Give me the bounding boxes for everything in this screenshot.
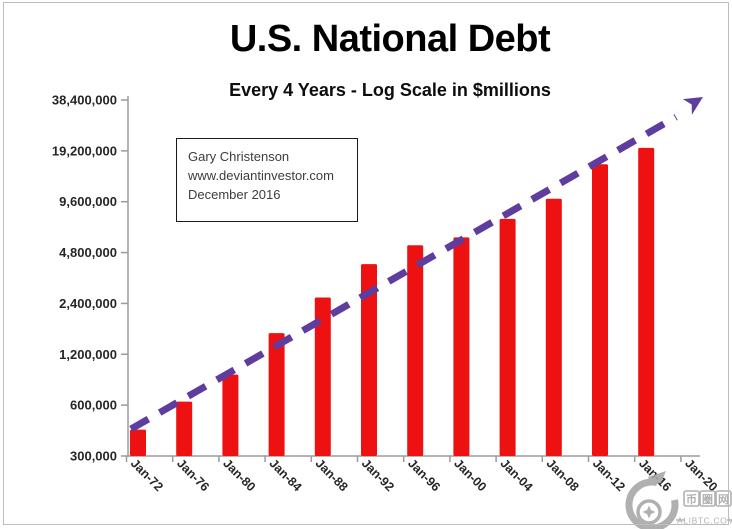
watermark-char-box <box>683 490 700 507</box>
chart-subtitle: Every 4 Years - Log Scale in $millions <box>229 80 551 100</box>
trendline-arrowhead-icon <box>682 97 703 115</box>
x-tick-label: Jan-00 <box>451 456 489 494</box>
bar <box>176 401 193 456</box>
annotation-box: Gary Christenson www.deviantinvestor.com… <box>176 138 358 222</box>
bar <box>130 429 146 456</box>
trendline <box>129 113 678 433</box>
x-tick-label: Jan-76 <box>174 456 212 494</box>
annotation-author: Gary Christenson <box>188 149 290 164</box>
y-tick-label: 19,200,000 <box>52 143 117 158</box>
bar <box>453 237 470 456</box>
watermark-char: 网 <box>718 493 729 506</box>
watermark-char-box <box>715 490 732 507</box>
bar <box>361 264 377 456</box>
watermark-site-text: ALIBTC.COM <box>677 516 732 526</box>
bar <box>499 218 516 456</box>
y-tick-label: 2,400,000 <box>59 296 117 311</box>
annotation-website: www.deviantinvestor.com <box>188 168 334 183</box>
chart-layer: 300,000 600,000 1,200,000 2,400,000 4,800,00… <box>52 93 720 495</box>
x-tick-label: Jan-84 <box>266 456 304 494</box>
bar <box>638 147 655 456</box>
x-tick-label: Jan-80 <box>220 456 258 494</box>
y-tick-label: 1,200,000 <box>59 347 117 362</box>
bar <box>222 374 239 456</box>
y-tick-label: 4,800,000 <box>59 245 117 260</box>
y-tick-label: 600,000 <box>70 398 117 413</box>
x-tick-label: Jan-08 <box>544 456 582 494</box>
bar <box>268 333 285 456</box>
x-tick-label: Jan-12 <box>590 456 628 494</box>
annotation-date: December 2016 <box>188 187 281 202</box>
watermark-swirl-flag-icon <box>648 471 666 485</box>
x-tick-label: Jan-04 <box>497 456 535 494</box>
y-tick-label: 9,600,000 <box>59 194 117 209</box>
watermark-char: 币 <box>686 493 697 506</box>
x-tick-label: Jan-72 <box>128 456 166 494</box>
watermark-char: 圈 <box>702 493 713 506</box>
bar <box>407 245 424 456</box>
watermark: 币 圈 网 ALIBTC.COM <box>625 471 732 529</box>
x-tick-label: Jan-20 <box>682 456 720 494</box>
y-tick-label: 300,000 <box>70 449 117 464</box>
bar <box>314 297 331 456</box>
y-tick-label: 38,400,000 <box>52 93 117 108</box>
watermark-coin-star-icon <box>642 505 656 519</box>
bar <box>592 164 608 456</box>
x-tick-label: Jan-96 <box>405 456 443 494</box>
x-tick-label: Jan-92 <box>359 456 397 494</box>
chart-title: U.S. National Debt <box>229 18 551 60</box>
x-tick-label: Jan-88 <box>313 456 351 494</box>
watermark-char-box <box>699 490 716 507</box>
bar <box>545 198 562 456</box>
